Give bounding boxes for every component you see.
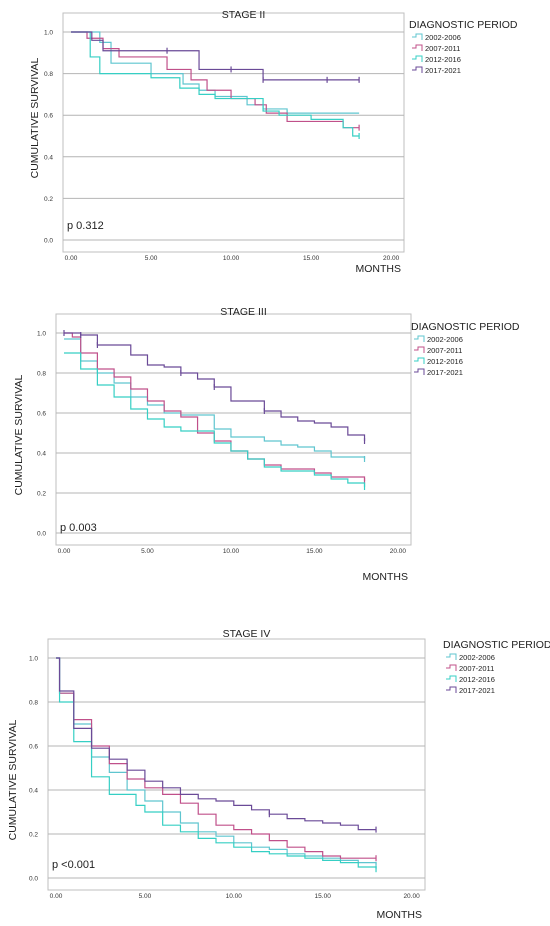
legend-swatch [412, 55, 423, 62]
y-tick-label: 0.2 [29, 832, 38, 839]
p-value-annotation: p 0.312 [67, 220, 104, 232]
x-axis-label: MONTHS [356, 263, 402, 275]
x-tick-label: 20.00 [403, 893, 420, 900]
x-tick-label: 10.00 [226, 893, 243, 900]
legend-swatch [414, 335, 425, 342]
series-line-2017-2021 [71, 31, 360, 81]
legend-item-label: 2007-2011 [425, 44, 460, 53]
legend-item-label: 2012-2016 [459, 675, 495, 684]
y-axis-label: CUMULATIVE SURVIVAL [7, 719, 19, 840]
legend-item-label: 2007-2011 [427, 346, 462, 355]
legend-swatch [412, 66, 423, 73]
y-tick-label: 0.4 [29, 788, 38, 795]
legend-swatch [446, 686, 457, 693]
series-line-2012-2016 [71, 31, 360, 137]
x-tick-label: 15.00 [306, 548, 323, 555]
x-axis-label: MONTHS [377, 909, 423, 921]
x-tick-label: 15.00 [303, 255, 320, 262]
plot-frame [55, 313, 412, 546]
x-tick-label: 5.00 [139, 893, 152, 900]
p-value-annotation: p <0.001 [52, 859, 95, 871]
legend-swatch [412, 44, 423, 51]
y-tick-label: 1.0 [44, 30, 53, 37]
series-line-2007-2011 [64, 332, 366, 481]
y-tick-label: 0.2 [37, 491, 46, 498]
legend-item-label: 2007-2011 [459, 664, 494, 673]
chart-panel-3: 0.0 0.2 0.4 0.6 0.8 1.0 0.00 5.00 10.00 15.00 20.0… [7, 628, 550, 921]
legend-item-label: 2002-2006 [427, 335, 463, 344]
legend-swatch [412, 33, 423, 40]
legend-item-label: 2012-2016 [425, 55, 461, 64]
legend-title: DIAGNOSTIC PERIOD [409, 19, 518, 31]
y-tick-label: 0.6 [37, 411, 46, 418]
y-axis-label: CUMULATIVE SURVIVAL [29, 57, 41, 178]
y-tick-label: 1.0 [37, 331, 46, 338]
x-tick-label: 20.00 [390, 548, 407, 555]
legend-title: DIAGNOSTIC PERIOD [411, 321, 520, 333]
y-tick-label: 0.6 [44, 113, 53, 120]
legend-swatch [414, 357, 425, 364]
chart-panel-2: 0.0 0.2 0.4 0.6 0.8 1.0 0.00 5.00 10.00 15.00 20.0… [13, 306, 520, 583]
x-tick-label: 15.00 [315, 893, 332, 900]
series-line-2002-2006 [56, 657, 377, 865]
series-line-2007-2011 [56, 657, 377, 859]
legend-item-label: 2017-2021 [425, 66, 461, 75]
legend-swatch [414, 346, 425, 353]
series-line-2012-2016 [64, 352, 366, 487]
legend-swatch [446, 664, 457, 671]
y-tick-label: 0.6 [29, 744, 38, 751]
legend-item-label: 2017-2021 [427, 368, 463, 377]
y-tick-label: 0.2 [44, 196, 53, 203]
legend-item-label: 2012-2016 [427, 357, 463, 366]
p-value-annotation: p 0.003 [60, 522, 97, 534]
y-tick-label: 0.0 [44, 238, 53, 245]
legend-item-label: 2017-2021 [459, 686, 495, 695]
y-axis-label: CUMULATIVE SURVIVAL [13, 374, 25, 495]
x-tick-label: 20.00 [383, 255, 400, 262]
x-axis-label: MONTHS [363, 571, 409, 583]
plot-frame [47, 638, 426, 891]
legend-swatch [446, 653, 457, 660]
series-line-2002-2006 [71, 31, 360, 114]
y-tick-label: 0.8 [29, 700, 38, 707]
legend-item-label: 2002-2006 [425, 33, 461, 42]
x-tick-label: 5.00 [141, 548, 154, 555]
chart-title: STAGE IV [223, 628, 271, 640]
series-line-2017-2021 [56, 657, 377, 831]
legend-item-label: 2002-2006 [459, 653, 495, 662]
x-tick-label: 10.00 [223, 255, 240, 262]
y-tick-label: 0.8 [44, 71, 53, 78]
y-tick-label: 0.4 [44, 154, 53, 161]
x-tick-label: 5.00 [145, 255, 158, 262]
y-tick-label: 0.0 [29, 876, 38, 883]
plot-frame [62, 12, 405, 253]
x-tick-label: 10.00 [223, 548, 240, 555]
chart-title: STAGE III [220, 306, 266, 318]
chart-title: STAGE II [222, 9, 266, 21]
y-tick-label: 1.0 [29, 656, 38, 663]
legend-swatch [446, 675, 457, 682]
legend-title: DIAGNOSTIC PERIOD [443, 639, 550, 651]
y-tick-label: 0.0 [37, 531, 46, 538]
legend-swatch [414, 368, 425, 375]
chart-panel-1: 0.0 0.2 0.4 0.6 0.8 1.0 0.00 5.00 10.00 15.00 20.0… [29, 9, 518, 275]
y-tick-label: 0.8 [37, 371, 46, 378]
series-line-2012-2016 [56, 657, 377, 870]
x-tick-label: 0.00 [58, 548, 71, 555]
x-tick-label: 0.00 [65, 255, 78, 262]
x-tick-label: 0.00 [50, 893, 63, 900]
y-tick-label: 0.4 [37, 451, 46, 458]
